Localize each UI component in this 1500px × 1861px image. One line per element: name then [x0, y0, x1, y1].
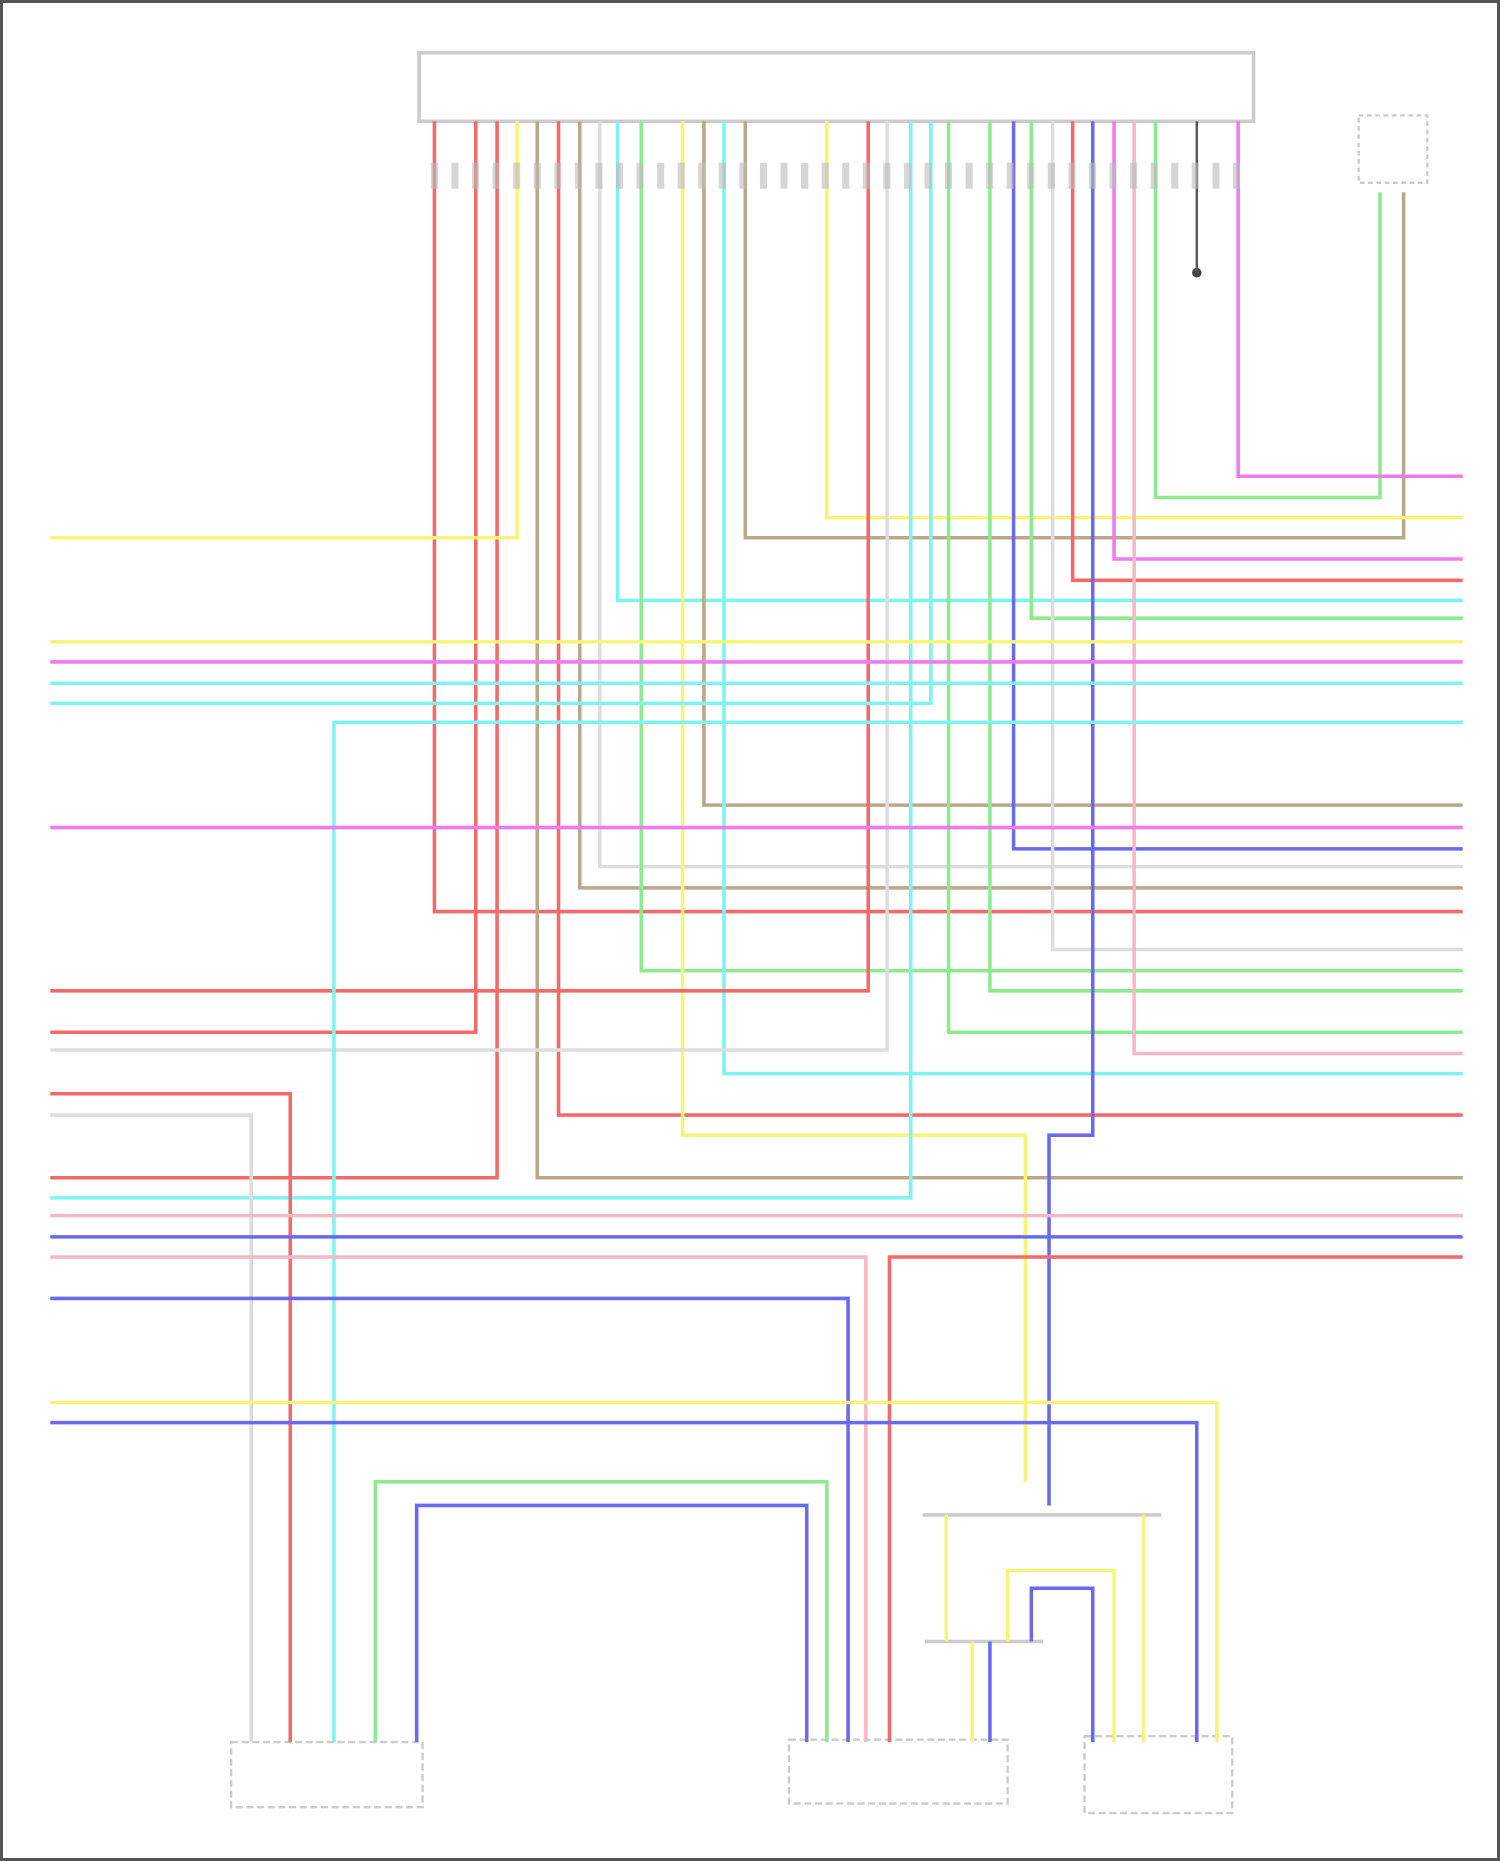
wire-cyan: [50, 121, 913, 1200]
wire-yellow: [825, 121, 1463, 520]
wire-blue: [1047, 121, 1095, 1506]
wire-magenta: [1236, 121, 1463, 478]
connector-pin: [595, 162, 603, 189]
wire-green: [373, 1480, 829, 1743]
wire-yellow: [50, 1400, 1219, 1743]
wire-pink: [50, 1255, 868, 1743]
wire-red: [432, 121, 1463, 914]
connector-pin: [945, 162, 953, 189]
connector-pin: [1088, 162, 1097, 189]
bottom-center-module-box: [787, 1738, 1009, 1805]
wire-tan: [702, 121, 1463, 807]
connector-pin: [1109, 162, 1117, 189]
connector-pin: [1068, 162, 1076, 189]
connector-pin: [965, 162, 973, 189]
connector-pin: [821, 162, 829, 189]
wire-cyan: [50, 121, 933, 706]
wire-blue: [50, 1420, 1199, 1743]
connector-pin: [718, 162, 726, 189]
wire-pink: [1132, 121, 1463, 1056]
connector-pin: [1130, 162, 1138, 189]
wire-red: [50, 1091, 292, 1743]
wire-gray: [598, 121, 1463, 869]
wire-red: [1070, 121, 1463, 583]
wire-red: [50, 121, 478, 1035]
connector-pin: [883, 162, 891, 189]
wire-green: [639, 121, 1463, 973]
wire-green: [988, 121, 1463, 993]
wire-red: [50, 121, 499, 1180]
connector-pin: [451, 162, 459, 189]
connector-pin: [1006, 162, 1014, 189]
connector-pin: [780, 162, 788, 189]
wiring-diagram: [50, 50, 1463, 1815]
connector-pin: [862, 162, 870, 189]
wire-tan: [535, 121, 1463, 1180]
wire-gray: [50, 1113, 253, 1743]
wire-magenta: [1112, 121, 1463, 561]
connector-pin: [986, 162, 994, 189]
wire-cyan: [722, 121, 1463, 1076]
wire-red: [887, 1255, 1463, 1743]
connector-pin: [1150, 162, 1158, 189]
connector-pin: [842, 162, 850, 189]
wire-red: [556, 121, 1463, 1117]
connector-pin: [636, 162, 644, 189]
sensor-connector-box: [1357, 114, 1429, 185]
bottom-right-module-box: [1083, 1734, 1234, 1815]
wire-gray: [50, 121, 889, 1052]
wire-tan: [578, 121, 1463, 890]
wire-yellow: [680, 121, 1028, 1482]
connector-pin: [1212, 162, 1220, 189]
connector-pin: [1232, 162, 1241, 189]
connector-pin: [759, 162, 768, 189]
bottom-left-module-box: [229, 1740, 424, 1809]
connector-pin: [1027, 162, 1035, 189]
wire-blue: [414, 1503, 809, 1743]
wire-cyan: [332, 720, 1463, 1743]
connector-pin: [554, 162, 562, 189]
connector-pin: [903, 162, 911, 189]
connector-pin: [1171, 162, 1179, 189]
connector-pin: [1047, 162, 1055, 189]
wires: [50, 121, 1463, 1743]
wire-green: [946, 121, 1463, 1035]
connector-pin: [677, 162, 685, 189]
wire-blue: [1029, 1586, 1095, 1743]
connector-pin: [574, 162, 582, 189]
connector-pin: [657, 162, 665, 189]
wire-yellow: [50, 121, 519, 540]
wire-blue: [50, 1296, 850, 1743]
connector-pins: [430, 162, 1241, 189]
wire-yellow: [1005, 1568, 1116, 1743]
wire-green: [1153, 121, 1382, 500]
connector-pin: [513, 162, 521, 189]
main-module-box: [417, 50, 1256, 124]
connector-pin: [615, 162, 624, 189]
wire-red: [50, 121, 870, 993]
connector-pin: [533, 162, 541, 189]
connector-pin: [472, 162, 480, 189]
wire-cyan: [615, 121, 1463, 603]
connector-pin: [698, 162, 706, 189]
wire-blue: [1011, 121, 1463, 851]
connector-pin: [1191, 162, 1199, 189]
connector-pin: [430, 162, 438, 189]
connector-pin: [492, 162, 500, 189]
connector-pin: [924, 162, 932, 189]
connector-pin: [739, 162, 747, 189]
connector-pin: [801, 162, 809, 189]
wire-gray: [1050, 121, 1463, 952]
wire-green: [1029, 121, 1463, 620]
components: [229, 50, 1429, 1815]
